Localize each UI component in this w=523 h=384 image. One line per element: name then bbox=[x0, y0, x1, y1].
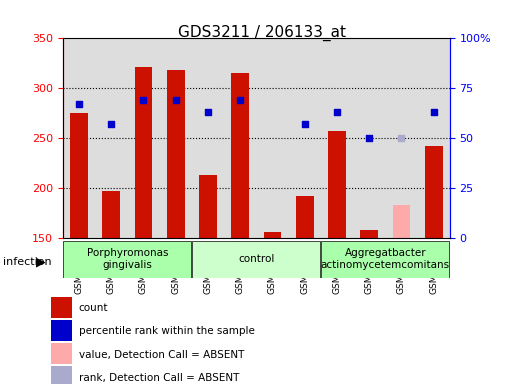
Bar bbox=[51, 366, 72, 384]
Text: value, Detection Call = ABSENT: value, Detection Call = ABSENT bbox=[78, 349, 244, 359]
Text: count: count bbox=[78, 303, 108, 313]
FancyBboxPatch shape bbox=[63, 241, 191, 278]
Bar bbox=[160, 38, 192, 238]
Bar bbox=[103, 191, 120, 238]
Point bbox=[365, 135, 373, 141]
Text: infection: infection bbox=[3, 257, 51, 267]
Point bbox=[75, 101, 83, 108]
FancyBboxPatch shape bbox=[322, 241, 449, 278]
Bar bbox=[328, 131, 346, 238]
Bar bbox=[51, 320, 72, 341]
Bar bbox=[95, 38, 127, 238]
FancyBboxPatch shape bbox=[192, 241, 320, 278]
Point bbox=[397, 135, 406, 141]
Point bbox=[203, 109, 212, 115]
Bar bbox=[70, 113, 88, 238]
Text: rank, Detection Call = ABSENT: rank, Detection Call = ABSENT bbox=[78, 372, 239, 382]
Bar bbox=[360, 230, 378, 238]
Text: Porphyromonas
gingivalis: Porphyromonas gingivalis bbox=[86, 248, 168, 270]
Bar bbox=[353, 38, 385, 238]
Point bbox=[429, 109, 438, 115]
Bar bbox=[199, 175, 217, 238]
Text: percentile rank within the sample: percentile rank within the sample bbox=[78, 326, 255, 336]
Bar bbox=[417, 38, 450, 238]
Bar bbox=[296, 196, 313, 238]
Point bbox=[236, 97, 244, 103]
Bar bbox=[289, 38, 321, 238]
Bar bbox=[385, 38, 417, 238]
Point bbox=[300, 121, 309, 127]
Bar bbox=[127, 38, 160, 238]
Point bbox=[139, 97, 147, 103]
Text: GDS3211 / 206133_at: GDS3211 / 206133_at bbox=[177, 25, 346, 41]
Bar bbox=[425, 146, 442, 238]
Bar bbox=[63, 38, 95, 238]
Bar bbox=[256, 38, 289, 238]
Bar bbox=[51, 297, 72, 318]
Bar bbox=[192, 38, 224, 238]
Bar bbox=[134, 67, 152, 238]
Point bbox=[107, 121, 115, 127]
Bar bbox=[264, 232, 281, 238]
Point bbox=[333, 109, 341, 115]
Point bbox=[172, 97, 180, 103]
Bar bbox=[224, 38, 256, 238]
Bar bbox=[167, 70, 185, 238]
Bar bbox=[321, 38, 353, 238]
Bar bbox=[393, 205, 410, 238]
Bar bbox=[231, 73, 249, 238]
Text: control: control bbox=[238, 254, 275, 264]
Text: ▶: ▶ bbox=[37, 255, 46, 268]
Bar bbox=[51, 343, 72, 364]
Text: Aggregatbacter
actinomycetemcomitans: Aggregatbacter actinomycetemcomitans bbox=[321, 248, 450, 270]
